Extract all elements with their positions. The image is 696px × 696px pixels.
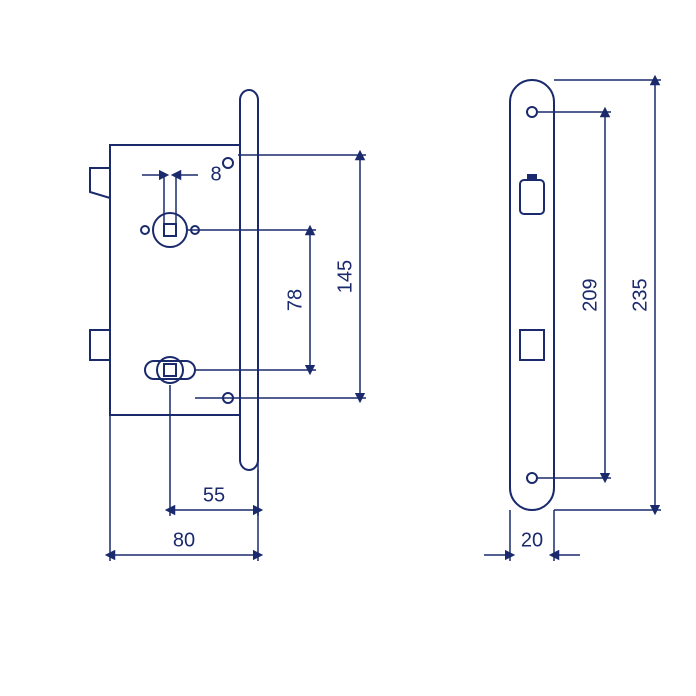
svg-text:80: 80 [173,529,195,551]
svg-text:78: 78 [284,289,306,311]
svg-text:209: 209 [579,278,601,311]
technical-drawing: 80 55 8 78 145 20 209 235 [0,0,696,696]
svg-text:145: 145 [334,260,356,293]
svg-text:8: 8 [210,163,221,185]
svg-text:235: 235 [629,278,651,311]
svg-text:20: 20 [521,529,543,551]
svg-text:55: 55 [203,484,225,506]
